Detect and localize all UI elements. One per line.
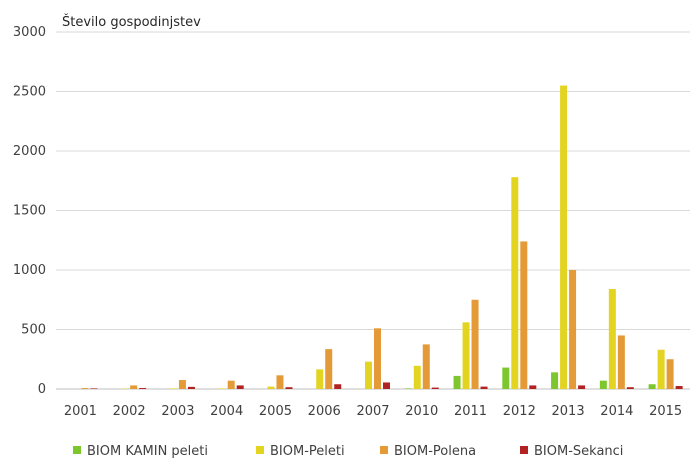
bar-biom-peleti-2005 <box>267 386 275 389</box>
bar-biom-peleti-2003 <box>169 388 177 389</box>
bar-biom-peleti-2013 <box>560 85 568 390</box>
bar-biom-peleti-2011 <box>462 322 470 389</box>
bar-biom-polena-2011 <box>471 299 479 389</box>
bar-biom-polena-2001 <box>81 388 89 389</box>
bar-biom-sekanci-2002 <box>139 388 147 389</box>
x-tick-label: 2012 <box>503 404 536 419</box>
bar-biom-sekanci-2014 <box>626 387 634 389</box>
bar-biom-polena-2012 <box>520 241 528 389</box>
legend-label: BIOM-Sekanci <box>534 444 623 459</box>
y-tick-labels: 0 500 1000 1500 2000 2500 3000 <box>13 25 46 397</box>
bars <box>81 85 683 390</box>
x-tick-label: 2015 <box>649 404 682 419</box>
x-tick-label: 2010 <box>405 404 438 419</box>
x-tick-label: 2005 <box>259 404 292 419</box>
bar-biom-polena-2006 <box>325 349 333 389</box>
x-tick-labels: 2001 2002 2003 2004 2005 2006 2007 2010 2011 2012… <box>64 404 682 419</box>
legend-swatch <box>256 446 264 454</box>
legend-swatch <box>73 446 81 454</box>
y-tick-label: 0 <box>38 382 46 397</box>
bar-biom-sekanci-2012 <box>529 385 537 389</box>
legend-label: BIOM-Peleti <box>270 444 345 459</box>
bar-biom-sekanci-2007 <box>383 382 390 389</box>
x-tick-label: 2014 <box>600 404 633 419</box>
x-tick-label: 2004 <box>210 404 243 419</box>
bar-biom-peleti-2010 <box>413 365 421 389</box>
bar-biom-sekanci-2010 <box>431 387 439 389</box>
y-tick-label: 1500 <box>13 204 46 219</box>
legend-label: BIOM KAMIN peleti <box>87 444 208 459</box>
y-axis-label: Število gospodinjstev <box>62 14 201 30</box>
bar-biom-sekanci-2011 <box>480 386 488 389</box>
x-tick-label: 2011 <box>454 404 487 419</box>
bar-biom-peleti-2004 <box>218 388 226 389</box>
bar-biom-kamin-peleti-2011 <box>453 375 461 389</box>
bar-biom-kamin-peleti-2013 <box>551 372 559 389</box>
bar-biom-polena-2015 <box>666 359 674 389</box>
legend: BIOM KAMIN peleti BIOM-Peleti BIOM-Polena B… <box>73 444 623 459</box>
bar-biom-polena-2005 <box>276 375 284 389</box>
bar-biom-peleti-2006 <box>316 369 324 389</box>
y-tick-label: 3000 <box>13 25 46 40</box>
bar-biom-sekanci-2005 <box>285 387 293 389</box>
bar-biom-polena-2007 <box>374 328 381 389</box>
x-tick-label: 2003 <box>161 404 194 419</box>
bar-biom-peleti-2015 <box>657 349 665 389</box>
bar-biom-polena-2003 <box>178 380 186 389</box>
legend-swatch <box>520 446 528 454</box>
gridlines <box>56 31 690 390</box>
bar-biom-sekanci-2003 <box>187 386 195 389</box>
bar-biom-sekanci-2001 <box>90 388 98 389</box>
bar-biom-kamin-peleti-2010 <box>404 388 412 389</box>
bar-biom-kamin-peleti-2014 <box>599 380 607 389</box>
bar-biom-polena-2002 <box>130 385 138 389</box>
bar-biom-polena-2014 <box>617 335 625 389</box>
bar-biom-sekanci-2013 <box>578 385 586 389</box>
bar-biom-polena-2013 <box>569 270 577 389</box>
bar-biom-sekanci-2004 <box>236 385 244 389</box>
bar-biom-sekanci-2006 <box>334 384 342 389</box>
legend-label: BIOM-Polena <box>394 444 476 459</box>
bar-biom-sekanci-2015 <box>675 386 683 389</box>
bar-biom-peleti-2012 <box>511 177 519 389</box>
x-tick-label: 2001 <box>64 404 97 419</box>
bar-biom-kamin-peleti-2015 <box>648 384 656 389</box>
bar-biom-peleti-2007 <box>365 361 372 389</box>
x-tick-label: 2006 <box>308 404 341 419</box>
y-tick-label: 1000 <box>13 263 46 278</box>
y-tick-label: 2500 <box>13 85 46 100</box>
x-tick-label: 2013 <box>552 404 585 419</box>
y-tick-label: 500 <box>21 323 46 338</box>
bar-biom-peleti-2014 <box>608 289 616 389</box>
bar-biom-polena-2004 <box>227 380 235 389</box>
bar-biom-kamin-peleti-2012 <box>502 367 510 389</box>
bar-biom-polena-2010 <box>422 344 430 389</box>
x-tick-label: 2002 <box>113 404 146 419</box>
y-tick-label: 2000 <box>13 144 46 159</box>
x-tick-label: 2007 <box>356 404 389 419</box>
legend-swatch <box>380 446 388 454</box>
